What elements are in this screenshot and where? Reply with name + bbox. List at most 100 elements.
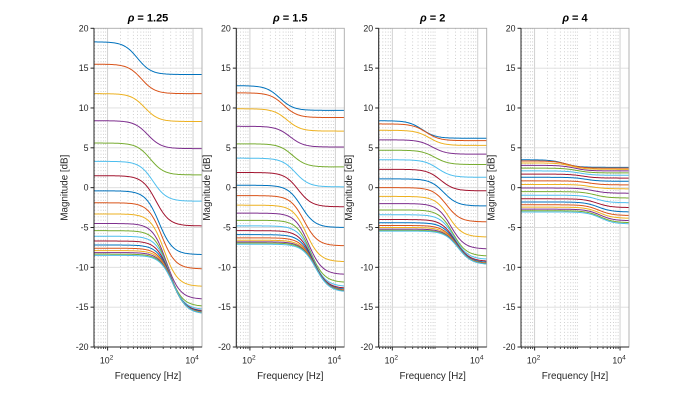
tick-marks (517, 27, 621, 351)
curve-2 (236, 92, 345, 119)
curve-7 (236, 172, 345, 208)
curve-13 (521, 194, 630, 204)
x-tick-labels: 102 104 (242, 355, 341, 366)
y-tick-label: -15 (360, 302, 373, 312)
y-tick-label: -20 (218, 342, 231, 352)
axes-box (375, 27, 488, 351)
curve-14 (521, 198, 630, 208)
curve-8 (378, 178, 487, 207)
curve-20 (521, 211, 630, 225)
curve-9 (94, 202, 203, 270)
curve-13 (236, 225, 345, 287)
axes-box (517, 27, 630, 351)
curve-13 (94, 235, 203, 310)
y-tick-label: 10 (506, 103, 516, 113)
y-tick-label: 5 (84, 143, 89, 153)
curve-8 (94, 190, 203, 255)
tick-marks (90, 27, 194, 351)
y-tick-label: -10 (360, 262, 373, 272)
curve-11 (94, 223, 203, 300)
panel-rho-2: -20 -15 -10 -5 0 5 10 15 20 102 104 Frequency [Hz] M… (344, 12, 488, 382)
curve-6 (521, 170, 629, 176)
y-tick-label: 5 (226, 143, 231, 153)
y-tick-label: 0 (511, 183, 516, 193)
curve-4 (93, 120, 202, 150)
curve-5 (521, 167, 629, 174)
y-axis-label: Magnitude [dB] (60, 154, 71, 220)
x-tick-label: 104 (612, 355, 626, 366)
minor-grid (521, 28, 619, 347)
curve-18 (521, 208, 630, 222)
x-tick-label: 104 (185, 355, 199, 366)
response-curves (520, 159, 630, 225)
curve-3 (378, 129, 487, 146)
curve-4 (236, 125, 345, 148)
curve-9 (236, 195, 345, 247)
x-tick-labels: 102 104 (385, 355, 484, 366)
curve-1 (236, 85, 345, 111)
y-tick-label: -10 (76, 262, 89, 272)
curve-3 (520, 162, 629, 170)
curve-5 (94, 142, 203, 176)
curve-12 (378, 209, 487, 257)
curve-7 (521, 173, 629, 179)
y-tick-label: 15 (363, 63, 373, 73)
panel-title: ρ = 4 (561, 12, 588, 24)
panel-rho-1.5: -20 -15 -10 -5 0 5 10 15 20 102 104 Frequency [Hz] M… (202, 12, 345, 382)
curve-4 (378, 139, 487, 155)
curve-1 (378, 120, 487, 139)
y-axis-label: Magnitude [dB] (344, 154, 355, 220)
curve-12 (521, 191, 629, 199)
y-tick-label: 5 (511, 143, 516, 153)
x-tick-label: 104 (328, 355, 342, 366)
curve-11 (378, 203, 487, 250)
x-axis-label: Frequency [Hz] (257, 371, 324, 382)
x-tick-label: 102 (385, 355, 399, 366)
curve-14 (94, 240, 203, 311)
curve-20 (94, 254, 203, 314)
curve-4 (521, 164, 629, 172)
response-curves (236, 85, 345, 292)
curve-14 (378, 219, 487, 262)
curve-8 (521, 176, 629, 182)
curve-16 (521, 204, 630, 216)
x-tick-labels: 102 104 (527, 355, 626, 366)
y-tick-label: -10 (503, 262, 516, 272)
curve-1 (93, 41, 202, 76)
y-tick-label: 0 (84, 183, 89, 193)
curve-6 (378, 159, 487, 178)
y-tick-label: 5 (368, 143, 373, 153)
panel-title: ρ = 1.5 (272, 12, 308, 24)
curve-9 (521, 180, 629, 186)
curve-10 (521, 183, 630, 190)
y-tick-label: 10 (221, 103, 231, 113)
axes-box (90, 27, 203, 351)
response-curves (93, 41, 203, 314)
curve-5 (236, 143, 345, 168)
curve-10 (94, 213, 203, 287)
y-tick-label: 10 (363, 103, 373, 113)
y-tick-label: 20 (79, 23, 89, 33)
minor-grid (236, 28, 334, 347)
curve-10 (236, 204, 345, 263)
curve-2 (521, 160, 629, 169)
major-grid (236, 28, 345, 347)
curve-3 (94, 93, 202, 123)
curve-6 (236, 157, 345, 188)
y-tick-label: -20 (503, 342, 516, 352)
y-tick-label: -20 (76, 342, 89, 352)
y-tick-label: 20 (221, 23, 231, 33)
x-axis-label: Frequency [Hz] (115, 371, 182, 382)
curve-13 (378, 214, 487, 260)
curve-10 (378, 195, 487, 238)
minor-grid (94, 28, 192, 347)
y-tick-labels: -20 -15 -10 -5 0 5 10 15 20 (76, 23, 89, 352)
x-tick-label: 102 (527, 355, 541, 366)
curve-11 (521, 187, 630, 194)
x-tick-label: 104 (470, 355, 484, 366)
axes-box (232, 27, 345, 351)
curve-9 (378, 187, 487, 223)
